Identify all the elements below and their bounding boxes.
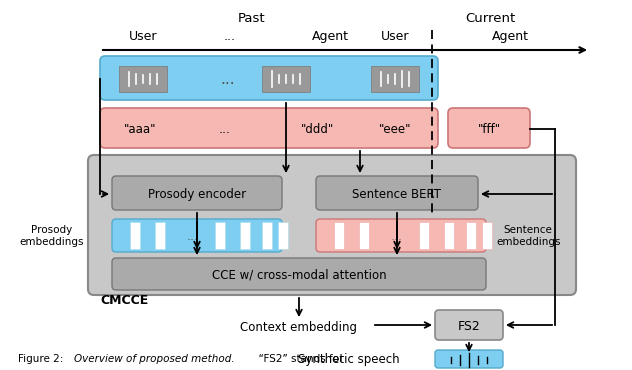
Bar bbox=[262, 222, 272, 249]
FancyBboxPatch shape bbox=[112, 176, 282, 210]
FancyBboxPatch shape bbox=[88, 155, 576, 295]
Text: User: User bbox=[380, 30, 410, 43]
Bar bbox=[371, 66, 419, 92]
Text: Agent: Agent bbox=[312, 30, 348, 43]
Text: CCE w/ cross-modal attention: CCE w/ cross-modal attention bbox=[212, 269, 386, 282]
Bar bbox=[215, 222, 225, 249]
Text: "ddd": "ddd" bbox=[301, 122, 334, 135]
Text: "fff": "fff" bbox=[477, 122, 501, 135]
Bar bbox=[262, 66, 310, 92]
FancyBboxPatch shape bbox=[316, 219, 486, 252]
FancyBboxPatch shape bbox=[435, 350, 503, 368]
Text: Prosody encoder: Prosody encoder bbox=[148, 188, 246, 201]
Text: ...: ... bbox=[219, 122, 231, 135]
Text: "aaa": "aaa" bbox=[124, 122, 156, 135]
Text: Past: Past bbox=[238, 11, 266, 24]
FancyBboxPatch shape bbox=[316, 176, 478, 210]
Text: ...: ... bbox=[187, 229, 199, 242]
Bar bbox=[466, 222, 476, 249]
Bar bbox=[359, 222, 369, 249]
FancyBboxPatch shape bbox=[100, 108, 438, 148]
Bar bbox=[130, 222, 140, 249]
Bar bbox=[278, 222, 288, 249]
Text: Current: Current bbox=[465, 11, 515, 24]
Text: User: User bbox=[129, 30, 157, 43]
Bar bbox=[119, 66, 167, 92]
Bar bbox=[155, 222, 165, 249]
FancyBboxPatch shape bbox=[435, 310, 503, 340]
Text: ...: ... bbox=[221, 71, 235, 87]
FancyBboxPatch shape bbox=[100, 56, 438, 100]
Text: Overview of proposed method.: Overview of proposed method. bbox=[74, 354, 234, 364]
Text: Synthetic speech: Synthetic speech bbox=[298, 353, 400, 367]
Text: ...: ... bbox=[224, 30, 236, 43]
Bar bbox=[334, 222, 344, 249]
Text: Prosody
embeddings: Prosody embeddings bbox=[20, 225, 84, 247]
Bar bbox=[240, 222, 250, 249]
Text: Figure 2:: Figure 2: bbox=[18, 354, 66, 364]
Bar bbox=[444, 222, 454, 249]
Text: “FS2” stands for: “FS2” stands for bbox=[252, 354, 344, 364]
Bar bbox=[482, 222, 492, 249]
Text: CMCCE: CMCCE bbox=[100, 293, 149, 306]
Text: FS2: FS2 bbox=[458, 320, 480, 333]
Text: "eee": "eee" bbox=[379, 122, 411, 135]
Bar bbox=[419, 222, 429, 249]
Text: ...: ... bbox=[391, 229, 403, 242]
FancyBboxPatch shape bbox=[448, 108, 530, 148]
FancyBboxPatch shape bbox=[112, 219, 282, 252]
Text: Context embedding: Context embedding bbox=[241, 322, 358, 334]
Text: Sentence BERT: Sentence BERT bbox=[353, 188, 442, 201]
FancyBboxPatch shape bbox=[112, 258, 486, 290]
Text: Agent: Agent bbox=[492, 30, 528, 43]
Text: Sentence
embeddings: Sentence embeddings bbox=[496, 225, 561, 247]
